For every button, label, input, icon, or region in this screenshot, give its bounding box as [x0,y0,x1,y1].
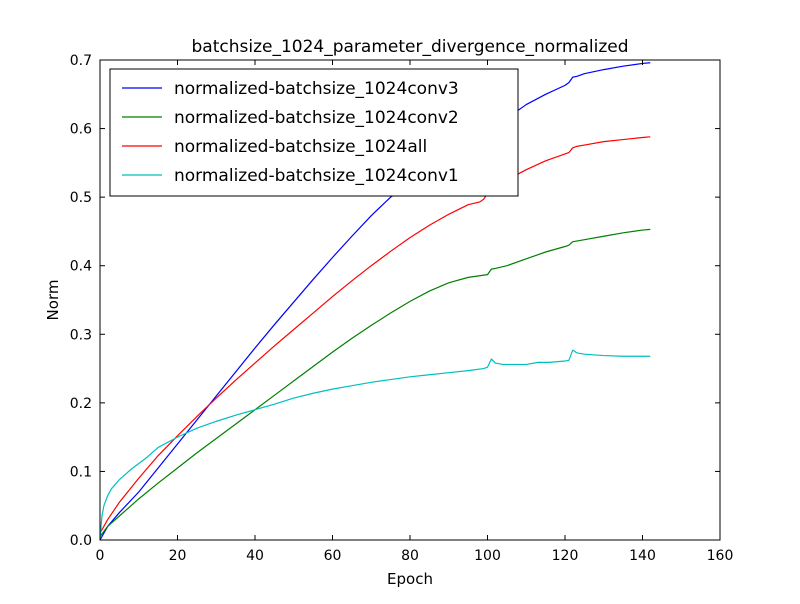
y-tick-label: 0.5 [70,190,92,206]
series-layer [99,62,651,541]
y-tick-label: 0.4 [70,259,92,275]
y-tick-label: 0.2 [70,396,92,412]
series-line-4 [99,349,651,541]
x-tick-label: 0 [96,548,105,564]
x-tick-label: 20 [169,548,187,564]
x-tick-label: 160 [707,548,734,564]
legend-label-1: normalized-batchsize_1024conv3 [174,79,459,99]
x-axis-label: Epoch [387,570,433,588]
x-tick-label: 140 [629,548,656,564]
series-line-3 [99,136,651,534]
y-tick-label: 0.0 [70,533,92,549]
legend: normalized-batchsize_1024conv3 normalized… [109,68,519,197]
series-line-2 [99,228,651,537]
x-tick-label: 40 [246,548,264,564]
y-tick-label: 0.3 [70,327,92,343]
x-tick-label: 120 [552,548,579,564]
y-tick-label: 0.7 [70,53,92,69]
y-tick-label: 0.1 [70,464,92,480]
legend-box [109,68,519,197]
legend-label-2: normalized-batchsize_1024conv2 [174,108,459,128]
y-tick-label: 0.6 [70,122,92,138]
legend-label-4: normalized-batchsize_1024conv1 [174,166,459,186]
legend-label-3: normalized-batchsize_1024all [174,137,427,157]
x-tick-label: 60 [324,548,342,564]
ticks-layer: 0 20 40 60 80 100 120 140 160 0.0 0.1 0.2 0.3 0.4 0.5 0… [70,53,734,564]
chart-title: batchsize_1024_parameter_divergence_norm… [192,37,629,57]
x-tick-label: 100 [474,548,501,564]
x-tick-label: 80 [401,548,419,564]
y-axis-label: Norm [44,280,62,321]
